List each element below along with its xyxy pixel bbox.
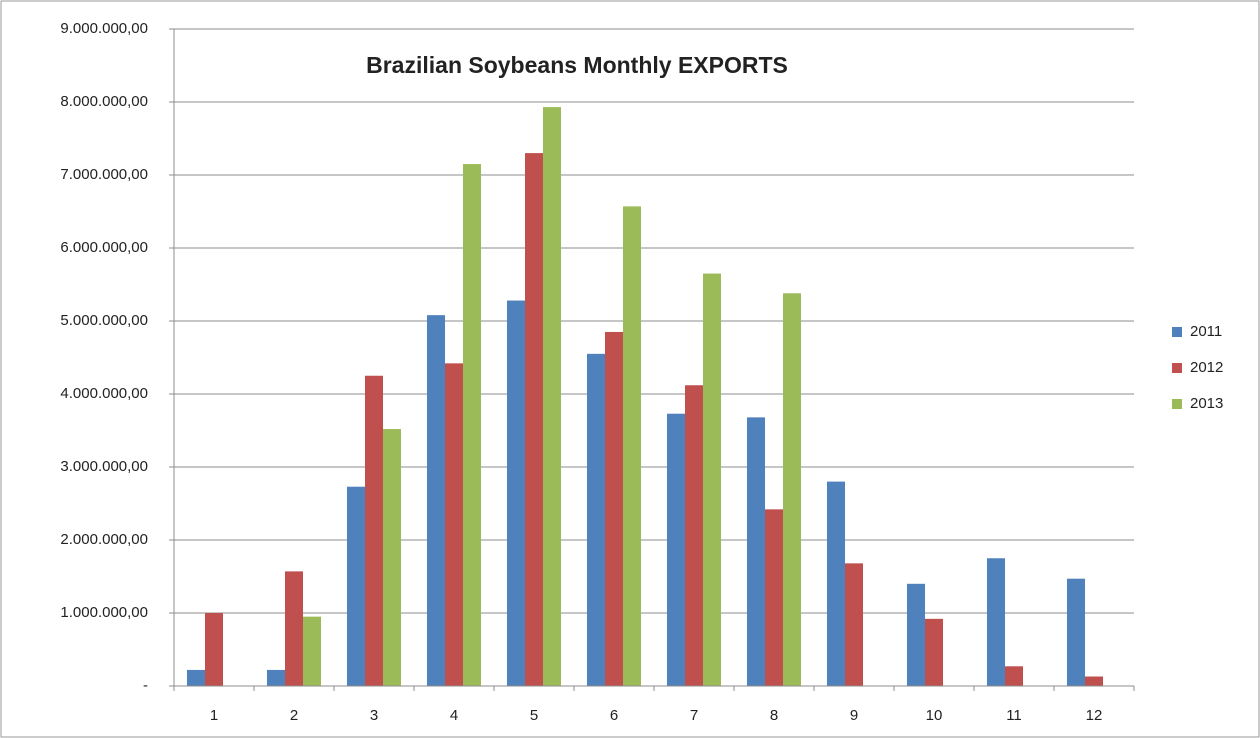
y-tick-label: 8.000.000,00: [60, 93, 148, 110]
legend-swatch: [1172, 327, 1182, 337]
legend-label: 2011: [1190, 323, 1222, 340]
x-tick-label: 11: [1006, 707, 1022, 724]
bar: [507, 300, 525, 686]
y-tick-label: 1.000.000,00: [60, 604, 148, 621]
legend-label: 2013: [1190, 395, 1223, 412]
x-tick-label: 3: [370, 707, 378, 724]
y-tick-label: 6.000.000,00: [60, 239, 148, 256]
bar: [703, 273, 721, 686]
bar: [667, 413, 685, 686]
bar: [907, 583, 925, 686]
bar: [1005, 666, 1023, 686]
bar: [845, 563, 863, 686]
x-tick-label: 4: [450, 707, 458, 724]
bar: [987, 558, 1005, 686]
bar: [685, 385, 703, 686]
bar: [383, 429, 401, 686]
bar: [525, 153, 543, 687]
bar: [285, 571, 303, 686]
bar: [605, 331, 623, 686]
bar: [1085, 676, 1103, 686]
legend-label: 2012: [1190, 359, 1223, 376]
legend-swatch: [1172, 363, 1182, 373]
bar: [587, 353, 605, 686]
bar: [543, 107, 561, 687]
bar: [365, 375, 383, 686]
y-tick-label: 2.000.000,00: [60, 531, 148, 548]
bar: [347, 486, 365, 686]
bar: [827, 481, 845, 686]
y-tick-label: 5.000.000,00: [60, 312, 148, 329]
y-tick-label: 4.000.000,00: [60, 385, 148, 402]
x-tick-label: 7: [690, 707, 698, 724]
bar: [303, 616, 321, 686]
x-tick-label: 10: [926, 707, 943, 724]
bar: [925, 618, 943, 686]
legend-swatch: [1172, 399, 1182, 409]
bar: [747, 417, 765, 686]
bar: [427, 315, 445, 686]
bar: [1067, 578, 1085, 686]
x-tick-label: 8: [770, 707, 778, 724]
y-tick-label: 9.000.000,00: [60, 20, 148, 37]
bar: [187, 669, 205, 686]
bar: [463, 164, 481, 687]
x-tick-label: 9: [850, 707, 858, 724]
x-tick-label: 6: [610, 707, 618, 724]
bar: [267, 669, 285, 686]
x-tick-label: 12: [1086, 707, 1103, 724]
x-tick-label: 2: [290, 707, 298, 724]
bar: [445, 363, 463, 686]
x-tick-label: 1: [210, 707, 218, 724]
bar: [623, 206, 641, 686]
bar: [205, 613, 223, 686]
y-tick-label: 3.000.000,00: [60, 458, 148, 475]
y-tick-label: 7.000.000,00: [60, 166, 148, 183]
x-tick-label: 5: [530, 707, 538, 724]
chart-title: Brazilian Soybeans Monthly EXPORTS: [366, 52, 788, 78]
bar: [765, 509, 783, 686]
bar: [783, 293, 801, 686]
y-tick-label: -: [143, 677, 148, 694]
